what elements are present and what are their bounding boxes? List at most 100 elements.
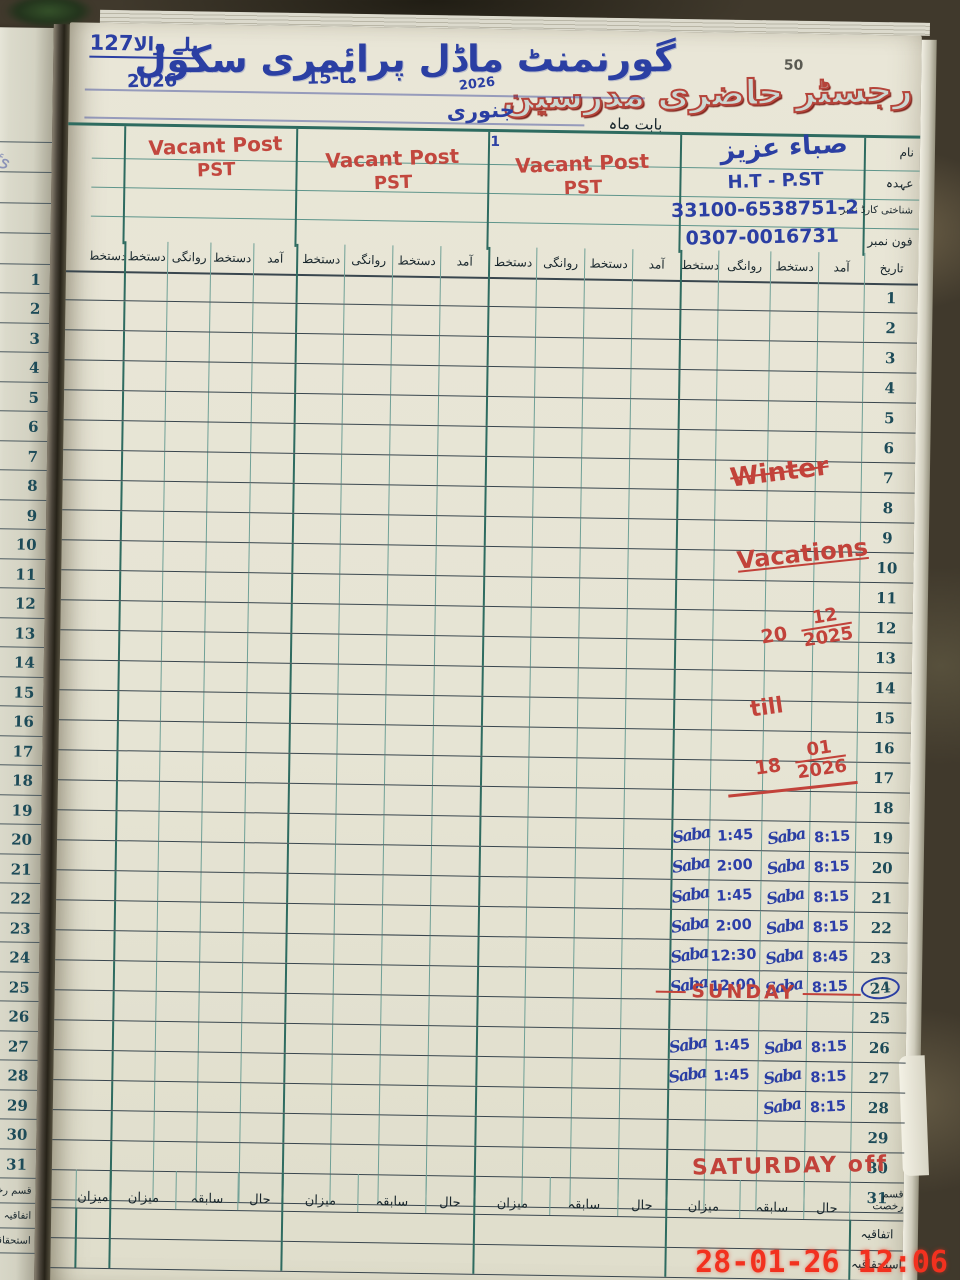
side-page-day-number: 24 <box>0 941 40 973</box>
attendance-cell <box>676 489 715 520</box>
attendance-cell <box>474 1116 523 1147</box>
sub-column-header: دستخط <box>679 249 719 281</box>
attendance-cell <box>676 459 716 490</box>
attendance-cell <box>711 640 765 671</box>
attendance-cell <box>766 461 816 492</box>
side-page-day-number: 7 <box>0 440 48 472</box>
attendance-cell <box>205 512 250 543</box>
attendance-cell <box>197 1022 242 1053</box>
attendance-cell <box>762 731 811 762</box>
attendance-cell <box>626 579 676 609</box>
attendance-cell <box>529 637 579 668</box>
attendance-cell <box>763 671 812 702</box>
attendance-cell <box>123 271 167 301</box>
attendance-cell <box>244 813 288 843</box>
attendance-cell <box>285 903 335 934</box>
attendance-cell <box>79 961 113 991</box>
vacant-post-grade: PST <box>563 176 603 200</box>
attendance-cell <box>122 331 167 361</box>
attendance-cell <box>575 758 625 789</box>
departure-time: 2:00 <box>716 856 754 875</box>
attendance-cell <box>532 457 582 488</box>
attendance-cell <box>811 672 858 702</box>
attendance-cell <box>573 908 623 939</box>
attendance-cell <box>712 610 765 641</box>
attendance-cell <box>803 1151 851 1182</box>
attendance-cell <box>387 515 437 546</box>
attendance-cell <box>576 698 626 729</box>
attendance-cell <box>116 751 160 781</box>
attendance-cell <box>481 666 530 697</box>
footer-summary-label: سابقہ <box>549 1176 618 1217</box>
attendance-cell <box>583 278 632 309</box>
attendance-cell <box>162 541 206 572</box>
attendance-cell: Saba <box>759 941 808 972</box>
attendance-cell <box>714 460 768 491</box>
attendance-cell <box>631 309 680 339</box>
attendance-cell <box>480 726 529 757</box>
attendance-cell <box>578 578 628 609</box>
departure-time: 12:00 <box>709 976 757 995</box>
attendance-cell <box>484 486 533 517</box>
attendance-cell <box>287 753 337 784</box>
attendance-cell <box>572 968 622 999</box>
attendance-cell <box>429 936 478 966</box>
attendance-cell <box>334 874 383 905</box>
date-cell: 22 <box>853 912 909 943</box>
attendance-cell <box>812 612 859 642</box>
attendance-cell <box>249 453 294 483</box>
attendance-cell <box>384 695 434 726</box>
attendance-cell <box>112 991 156 1021</box>
date-cell: 18 <box>855 792 910 823</box>
attendance-cell <box>482 606 531 637</box>
attendance-cell <box>765 551 814 582</box>
attendance-cell <box>83 691 117 721</box>
attendance-cell <box>78 991 112 1021</box>
date-cell: 17 <box>855 762 911 793</box>
attendance-cell <box>387 545 436 576</box>
attendance-cell <box>438 336 488 366</box>
attendance-cell <box>288 693 338 724</box>
attendance-cell <box>242 933 286 963</box>
attendance-cell <box>340 454 390 485</box>
attendance-cell <box>196 1082 241 1113</box>
attendance-cell <box>624 699 674 729</box>
date-cell: 6 <box>861 432 916 463</box>
attendance-cell <box>120 481 164 511</box>
attendance-cell <box>574 848 623 879</box>
pen-mark-one: 1 <box>490 133 501 151</box>
attendance-cell <box>678 369 717 400</box>
attendance-cell <box>330 1084 380 1115</box>
attendance-cell <box>89 301 123 331</box>
attendance-cell <box>390 335 440 366</box>
attendance-cell <box>580 458 630 489</box>
attendance-cell <box>390 365 439 396</box>
attendance-cell <box>382 845 432 876</box>
attendance-cell <box>527 787 576 818</box>
attendance-cell <box>761 761 811 792</box>
attendance-cell: 8:15 <box>808 852 855 882</box>
page-stack-edge <box>99 9 931 36</box>
attendance-cell <box>478 846 527 877</box>
attendance-cell <box>85 541 119 571</box>
attendance-cell <box>814 492 861 522</box>
attendance-cell <box>286 843 336 874</box>
leave-row-cell <box>472 1213 666 1247</box>
attendance-cell: 8:15 <box>805 1032 853 1062</box>
serial-number: 127 <box>89 30 134 56</box>
attendance-cell <box>620 969 670 999</box>
attendance-cell <box>534 337 584 368</box>
attendance-cell <box>119 541 163 571</box>
date-cell: 2 <box>862 312 918 343</box>
attendance-cell <box>156 901 201 932</box>
attendance-cell <box>435 546 484 576</box>
attendance-cell <box>815 432 862 462</box>
attendance-cell <box>427 1026 477 1056</box>
attendance-cell <box>293 393 343 424</box>
attendance-cell <box>239 1083 284 1113</box>
attendance-cell <box>533 397 583 428</box>
attendance-cell <box>526 847 575 878</box>
attendance-cell <box>201 782 245 813</box>
attendance-cell <box>428 996 477 1026</box>
sub-column-header: روانگی <box>343 244 393 276</box>
